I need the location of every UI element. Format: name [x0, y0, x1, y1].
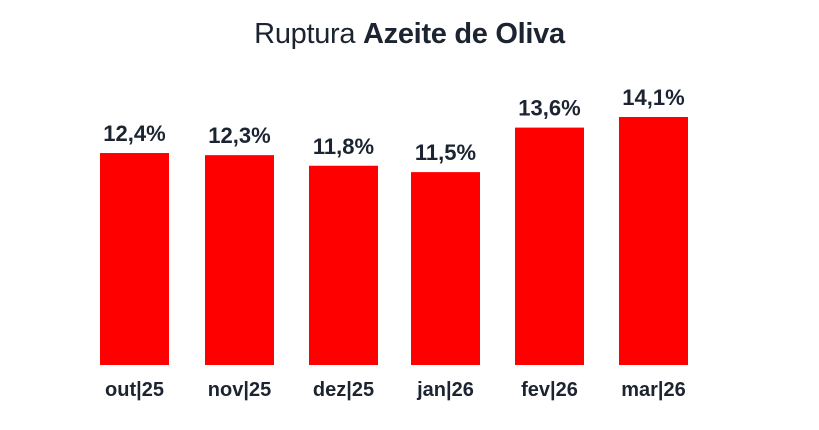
bar-dez-25: [309, 165, 378, 365]
x-tick-label: out|25: [105, 379, 164, 401]
x-tick-label: mar|26: [621, 379, 686, 401]
chart-title-bold: Azeite de Oliva: [363, 18, 565, 50]
bar-nov-25: [205, 155, 274, 365]
chart-title-prefix: Ruptura: [254, 18, 356, 50]
x-tick-label: dez|25: [313, 379, 374, 401]
bar-mar-26: [619, 117, 688, 365]
data-label: 12,3%: [208, 123, 270, 148]
x-tick-label: nov|25: [208, 379, 271, 401]
data-label: 13,6%: [518, 96, 580, 121]
bar-out-25: [100, 153, 169, 365]
data-label: 11,8%: [313, 134, 374, 159]
bar-jan-26: [411, 172, 480, 365]
data-label: 14,1%: [622, 85, 684, 110]
x-tick-label: jan|26: [416, 379, 474, 401]
chart-title: Ruptura Azeite de Oliva: [0, 18, 819, 51]
data-label: 11,5%: [415, 140, 476, 165]
bar-fev-26: [515, 127, 584, 365]
x-tick-label: fev|26: [521, 379, 578, 401]
data-label: 12,4%: [103, 121, 165, 146]
